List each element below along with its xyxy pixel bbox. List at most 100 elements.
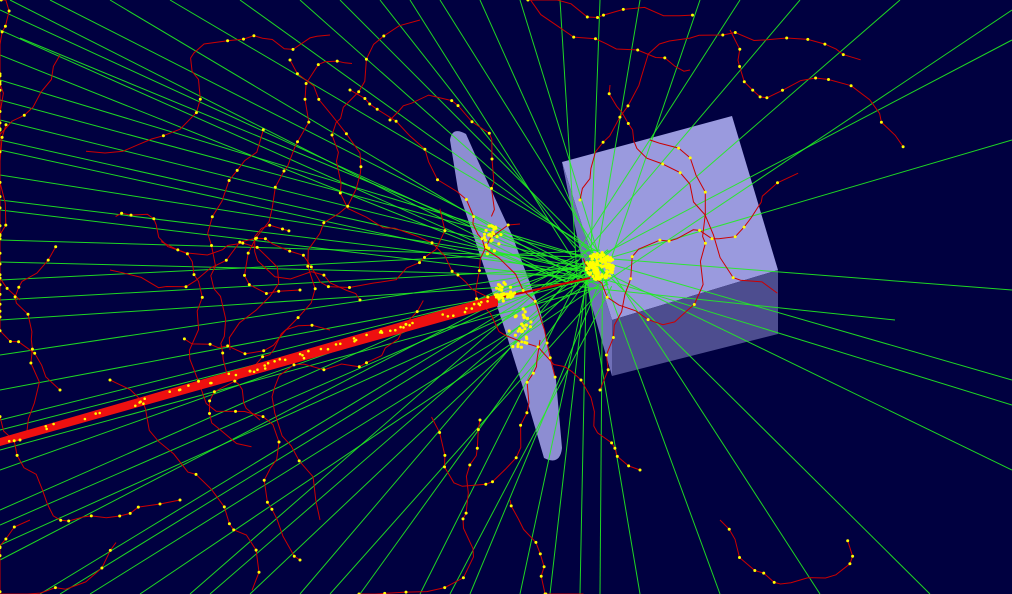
hit-point — [585, 261, 589, 265]
charged-track — [243, 60, 353, 295]
hit-point — [464, 198, 468, 201]
charged-track — [254, 224, 361, 301]
hit-point — [608, 266, 613, 270]
hit-point — [482, 232, 487, 236]
hit-point — [262, 349, 266, 353]
gamma-track — [249, 267, 595, 594]
hit-point — [257, 570, 261, 574]
hit-point — [485, 245, 489, 249]
charged-track — [85, 34, 331, 154]
hit-point — [636, 48, 640, 52]
hit-point — [404, 322, 408, 326]
hit-point — [514, 314, 518, 318]
hit-point — [461, 517, 465, 521]
gamma-track — [519, 254, 594, 594]
hit-point — [476, 428, 480, 432]
hit-point — [348, 88, 352, 92]
gamma-track — [0, 268, 577, 356]
hit-point — [423, 255, 426, 259]
hit-point — [210, 244, 213, 247]
hit-point — [221, 351, 225, 355]
hit-point — [346, 204, 350, 208]
hit-point — [348, 286, 351, 289]
hit-point — [298, 352, 302, 356]
hit-point — [456, 273, 460, 277]
hit-point — [212, 390, 216, 394]
hit-point — [463, 310, 467, 314]
hit-point — [418, 261, 421, 265]
hit-point — [0, 329, 2, 333]
hit-point — [529, 320, 533, 324]
gamma-track — [584, 39, 1012, 265]
hit-point — [823, 42, 827, 46]
hit-point — [604, 353, 608, 357]
hit-point — [525, 380, 529, 384]
hit-point — [613, 446, 617, 450]
hit-point — [210, 381, 213, 385]
hit-point — [17, 285, 21, 289]
gamma-track — [329, 282, 608, 594]
hit-point — [0, 80, 2, 84]
hit-point — [306, 264, 310, 268]
hit-point — [503, 282, 507, 286]
hit-point — [450, 99, 454, 103]
hit-point — [698, 228, 702, 232]
hit-point — [518, 327, 522, 331]
charged-track — [579, 31, 861, 201]
hit-point — [626, 104, 630, 108]
hit-point — [46, 258, 50, 262]
hit-point — [45, 427, 48, 431]
hit-point — [168, 390, 171, 394]
gamma-track — [379, 0, 576, 249]
hit-point — [525, 341, 529, 345]
hit-point — [489, 224, 493, 228]
hit-point — [516, 344, 520, 349]
hit-point — [506, 295, 510, 299]
gamma-track — [579, 264, 588, 594]
hit-point — [519, 423, 523, 427]
charged-track — [109, 379, 260, 591]
gamma-track — [549, 259, 589, 594]
hit-point — [606, 255, 610, 259]
hit-point — [136, 505, 140, 509]
hit-point — [510, 292, 514, 296]
hit-point — [322, 273, 326, 277]
gamma-track — [0, 260, 606, 526]
hit-point — [296, 316, 300, 320]
hit-point — [134, 404, 137, 408]
charged-track — [331, 19, 489, 298]
hit-point — [506, 223, 510, 227]
hit-point — [394, 119, 398, 123]
hit-points — [0, 0, 905, 594]
hit-point — [281, 227, 284, 231]
gamma-track — [419, 261, 588, 594]
hit-point — [588, 254, 593, 258]
hit-point — [0, 150, 2, 154]
hit-point — [261, 355, 265, 359]
hit-point — [288, 58, 292, 62]
hit-point — [608, 274, 612, 278]
gamma-track — [0, 199, 600, 274]
hit-point — [521, 313, 525, 317]
hit-point — [13, 295, 17, 299]
hit-point — [519, 330, 524, 334]
hit-point — [0, 292, 2, 296]
hit-point — [609, 256, 613, 260]
hit-point — [600, 273, 604, 277]
hit-point — [733, 235, 737, 239]
hit-point — [238, 240, 242, 244]
hit-point — [197, 379, 200, 383]
hit-point — [58, 388, 62, 392]
hit-point — [498, 284, 502, 288]
gamma-track — [0, 174, 603, 271]
hit-point — [436, 178, 439, 182]
hit-point — [490, 238, 494, 242]
hit-point — [528, 325, 533, 329]
hit-point — [595, 252, 599, 256]
hit-point — [521, 307, 525, 311]
hit-point — [661, 162, 665, 166]
gamma-track — [9, 0, 573, 285]
hit-point — [598, 388, 602, 392]
